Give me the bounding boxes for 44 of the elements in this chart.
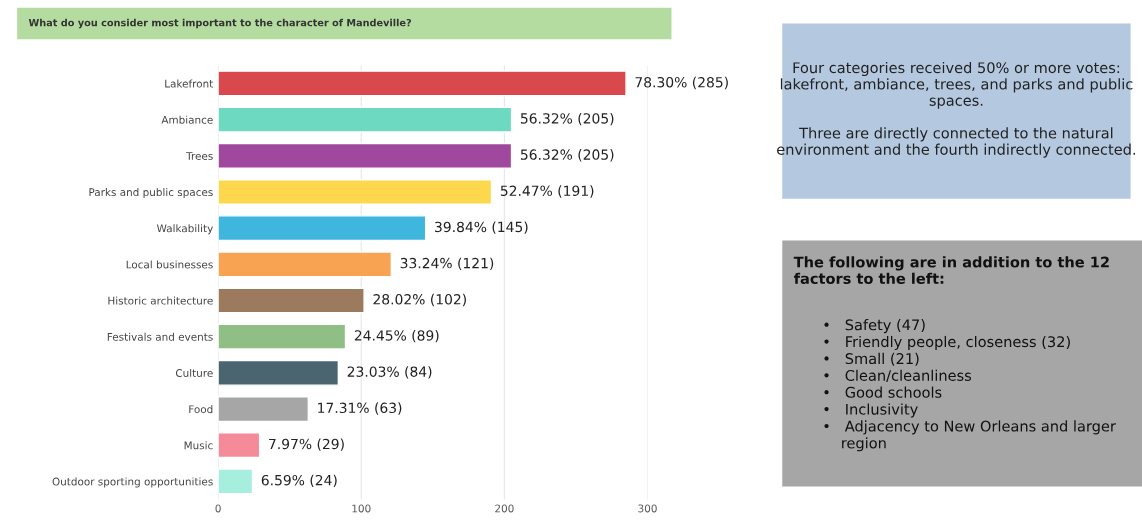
x-tick-label: 200	[495, 504, 514, 513]
y-tick-label: Walkability	[156, 224, 213, 235]
y-tick-label: Outdoor sporting opportunities	[52, 477, 213, 488]
data-label: 33.24% (121)	[400, 257, 494, 270]
x-tick-label: 0	[215, 504, 221, 513]
y-tick-label: Historic architecture	[108, 296, 213, 305]
y-tick-label: Festivals and events	[107, 332, 213, 341]
y-tick-label: Lakefront	[165, 79, 214, 88]
data-label: 56.32% (205)	[520, 112, 614, 126]
bar	[218, 142, 513, 169]
bar	[218, 359, 340, 386]
text: The following are in addition to the 12 factors to the left:	[793, 256, 1109, 284]
bar	[218, 287, 365, 314]
text: • Safety (47) • Friendly people, closeness (32) • Small (21) • Clean/cleanliness • Good schools • Inclusivity • Adjacency to New Orleans and larger region	[824, 319, 1116, 452]
bar	[218, 468, 254, 495]
x-tick-label: 300	[638, 504, 657, 513]
data-label: 28.02% (102)	[373, 293, 466, 307]
bar	[218, 178, 493, 205]
bar	[218, 106, 513, 133]
data-label: 52.47% (191)	[500, 185, 594, 198]
bar	[218, 396, 309, 423]
x-tick-label: 100	[352, 504, 371, 513]
data-label: 78.30% (285)	[635, 76, 728, 90]
y-tick-label: Trees	[186, 152, 213, 160]
text: Four categories received 50% or more votes: lakefront, ambiance, trees, and parks and public spaces. Three are directly connected to the natural environment and the fourth indirectly connected.	[777, 61, 1136, 158]
data-label: 7.97% (29)	[269, 438, 344, 451]
data-label: 17.31% (63)	[318, 402, 402, 415]
chart-title: What do you consider most important to the character of Mandeville?	[28, 18, 412, 29]
y-tick-label: Culture	[175, 368, 213, 377]
y-tick-label: Local businesses	[126, 260, 213, 269]
y-tick-label: Food	[189, 405, 213, 414]
bar	[218, 70, 627, 97]
data-label: 56.32% (205)	[520, 149, 614, 162]
y-tick-label: Parks and public spaces	[89, 188, 213, 199]
y-tick-label: Music	[184, 441, 213, 450]
y-tick-label: Ambiance	[161, 115, 213, 124]
data-label: 24.45% (89)	[354, 329, 439, 343]
bar	[218, 432, 261, 459]
bar	[218, 323, 347, 350]
data-label: 23.03% (84)	[347, 366, 432, 379]
data-label: 39.84% (145)	[435, 221, 528, 234]
data-label: 6.59% (24)	[261, 474, 337, 488]
bar	[218, 215, 427, 242]
bar	[218, 251, 393, 278]
